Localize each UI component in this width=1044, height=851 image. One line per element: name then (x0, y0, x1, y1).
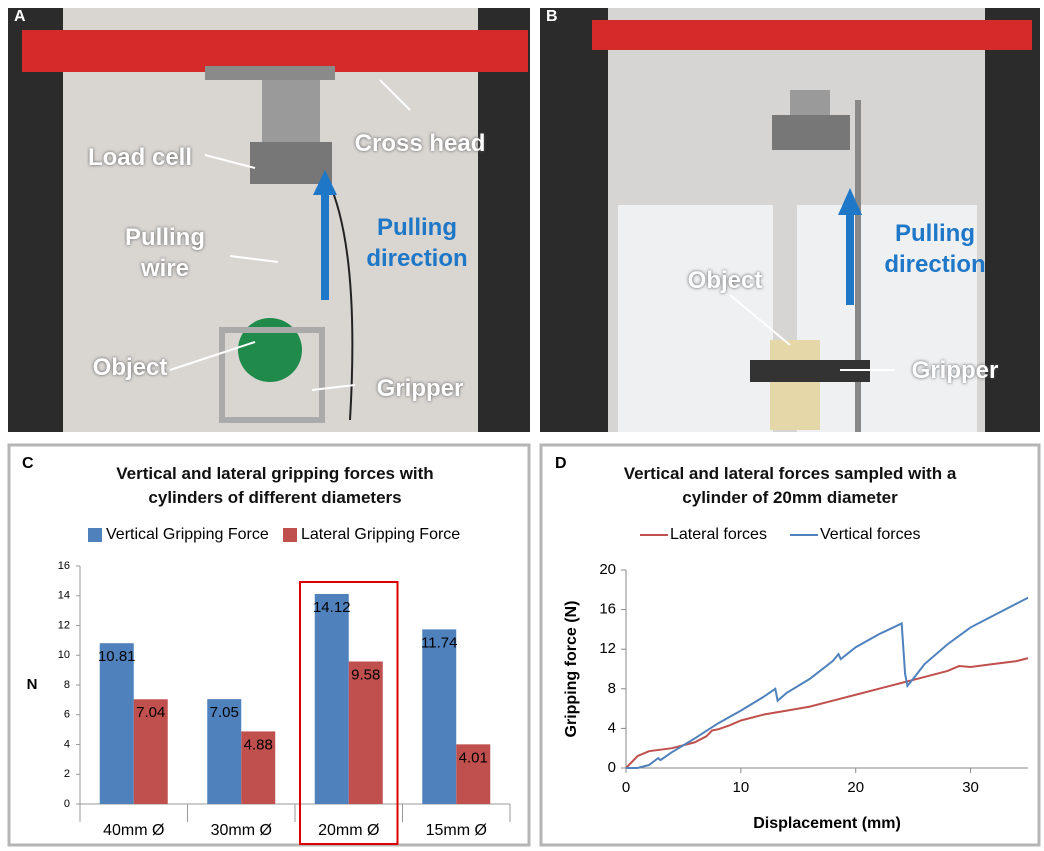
y-tick-label: 4 (608, 719, 616, 736)
photo-label: Object (75, 352, 185, 383)
panel-letter: D (555, 455, 567, 473)
photo-label: Pulling direction (352, 212, 482, 274)
value-label: 10.81 (98, 648, 136, 665)
bar (422, 629, 456, 804)
legend-label: Vertical Gripping Force (106, 526, 269, 543)
panel-letter: B (546, 8, 558, 26)
y-tick-label: 12 (58, 619, 70, 631)
chart-title: Vertical and lateral gripping forces wit… (85, 462, 465, 510)
y-tick-label: 0 (64, 798, 70, 810)
photo-label: Object (670, 265, 780, 296)
y-tick-label: 8 (64, 679, 70, 691)
y-tick-label: 0 (608, 759, 616, 776)
y-tick-label: 12 (599, 640, 616, 657)
photo-label: Gripper (895, 355, 1015, 386)
y-tick-label: 4 (64, 738, 70, 750)
figure: 0 2 4 6 8 10 12 14 16 N Vertical Gripping Force 10.… (0, 0, 1044, 851)
y-tick-label: 2 (64, 768, 70, 780)
y-tick-label: 16 (599, 601, 616, 618)
value-label: 4.88 (244, 736, 273, 753)
legend-swatch (88, 528, 102, 542)
y-tick-label: 10 (58, 649, 70, 661)
canvas: 0 2 4 6 8 10 12 14 16 N Vertical Gripping Force 10.… (0, 0, 1044, 851)
y-tick-label: 16 (58, 560, 70, 572)
bar (100, 643, 134, 804)
y-axis-label: N (27, 676, 38, 693)
photo-label: Pulling direction (870, 218, 1000, 280)
x-tick-label: 0 (622, 779, 630, 796)
panel-letter: C (22, 455, 34, 473)
legend-swatch (283, 528, 297, 542)
x-tick-label: 30mm Ø (211, 822, 272, 839)
y-tick-label: 6 (64, 709, 70, 721)
legend-label: Lateral Gripping Force (301, 526, 460, 543)
y-axis-label: Gripping force (N) (563, 601, 580, 738)
photo-label: Cross head (340, 128, 500, 159)
x-tick-label: 15mm Ø (426, 822, 487, 839)
value-label: 11.74 (421, 634, 457, 651)
value-label: 4.01 (459, 749, 488, 766)
value-label: 7.04 (136, 704, 165, 721)
x-tick-label: 20mm Ø (318, 822, 379, 839)
y-tick-label: 20 (599, 561, 616, 578)
chart-title: Vertical and lateral forces sampled with… (605, 462, 975, 510)
x-tick-label: 30 (962, 779, 979, 796)
panel-letter: A (14, 8, 26, 26)
y-tick-label: 14 (58, 590, 70, 602)
photo-label: Gripper (360, 373, 480, 404)
value-label: 14.12 (313, 599, 351, 616)
x-tick-label: 10 (733, 779, 750, 796)
value-label: 7.05 (210, 704, 239, 721)
value-label: 9.58 (351, 666, 380, 683)
bar (315, 594, 349, 804)
legend-label: Vertical forces (820, 526, 920, 543)
x-tick-label: 20 (847, 779, 864, 796)
photo-label: Pulling wire (110, 222, 220, 284)
x-axis-label: Displacement (mm) (753, 815, 901, 832)
photo-label: Load cell (70, 142, 210, 173)
y-tick-label: 8 (608, 680, 616, 697)
x-tick-label: 40mm Ø (103, 822, 164, 839)
legend-label: Lateral forces (670, 526, 767, 543)
